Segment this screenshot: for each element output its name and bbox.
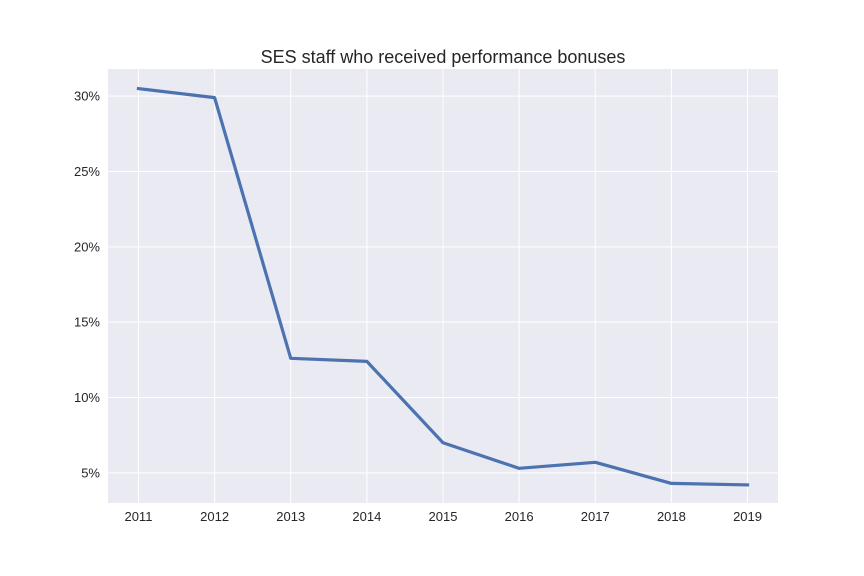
- x-tick-label: 2016: [505, 509, 534, 524]
- x-tick-label: 2018: [657, 509, 686, 524]
- x-tick-label: 2013: [276, 509, 305, 524]
- x-axis-tick-labels: 2011 2012 2013 2014 2015 2016 2017 2018 2019: [124, 509, 762, 524]
- y-tick-label: 30%: [74, 89, 100, 104]
- x-tick-label: 2012: [200, 509, 229, 524]
- y-tick-label: 10%: [74, 390, 100, 405]
- y-tick-label: 15%: [74, 315, 100, 330]
- y-tick-label: 20%: [74, 239, 100, 254]
- x-tick-label: 2019: [733, 509, 762, 524]
- x-tick-label: 2014: [352, 509, 381, 524]
- x-tick-label: 2015: [429, 509, 458, 524]
- chart-title: SES staff who received performance bonus…: [261, 47, 626, 67]
- y-tick-label: 25%: [74, 164, 100, 179]
- x-tick-label: 2017: [581, 509, 610, 524]
- y-tick-label: 5%: [81, 465, 100, 480]
- x-tick-label: 2011: [124, 509, 152, 524]
- y-axis-tick-labels: 5% 10% 15% 20% 25% 30%: [74, 89, 100, 481]
